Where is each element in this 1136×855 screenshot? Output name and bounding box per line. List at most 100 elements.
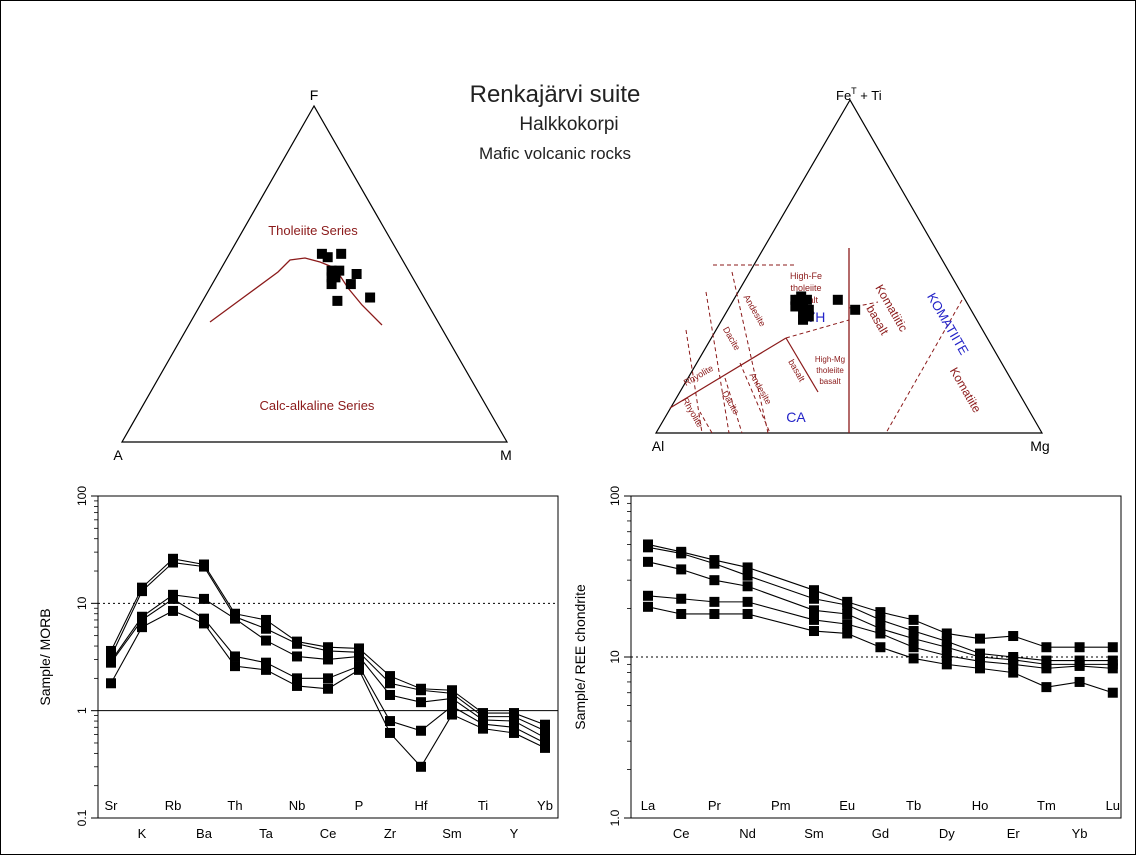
ree-diagram: Sample/ REE chondrite 1.0 10 100 La Pr Pm Eu T… <box>572 486 1122 841</box>
jensen-high-fe-line1: High-Fe <box>790 271 822 281</box>
morb-xlabel-Yb: Yb <box>537 798 553 813</box>
afm-point-9 <box>351 269 362 279</box>
ree-point-2-4 <box>742 570 753 581</box>
jensen-komatiite-field-label: KOMATIITE <box>924 290 972 358</box>
morb-point-3-8 <box>323 654 333 665</box>
ree-point-3-4 <box>742 581 753 592</box>
morb-point-5-12 <box>447 709 457 720</box>
morb-ytick-label: 1 <box>75 707 89 714</box>
jensen-high-mg-line2: tholeiite <box>816 366 844 375</box>
ree-point-4-7 <box>875 628 886 639</box>
morb-ylabel: Sample/ MORB <box>37 608 53 705</box>
morb-xlabel-K: K <box>138 826 147 841</box>
ree-ytick-label: 100 <box>608 486 622 506</box>
morb-point-3-9 <box>354 651 364 662</box>
jensen-point-11 <box>832 294 843 305</box>
ree-point-2-2 <box>676 548 687 559</box>
ree-point-4-6 <box>842 619 853 630</box>
morb-point-3-15 <box>540 732 550 743</box>
afm-point-1 <box>316 248 327 259</box>
ree-xlabel-Gd: Gd <box>872 826 889 841</box>
morb-point-4-8 <box>323 673 333 684</box>
morb-y-ticks: 0.1 1 10 100 <box>75 486 98 826</box>
jensen-dacite-ca: Dacite <box>720 389 741 416</box>
ree-point-5-6 <box>842 628 853 639</box>
morb-point-4-11 <box>416 725 426 736</box>
ree-point-2-5 <box>809 593 819 604</box>
morb-point-2-7 <box>292 638 302 649</box>
afm-boundary-curve <box>209 257 383 326</box>
jensen-diagram: FeT + Ti Al Mg High-Fe tholeiite basalt … <box>652 86 1050 454</box>
ree-point-3-5 <box>809 605 819 616</box>
jensen-rhyolite-ca: Rhyolite <box>680 396 705 429</box>
ree-ylabel: Sample/ REE chondrite <box>572 584 588 730</box>
ree-xlabel-Ho: Ho <box>972 798 989 813</box>
ree-point-3-1 <box>643 556 653 567</box>
ree-ytick-label: 10 <box>608 650 622 664</box>
morb-point-4-1 <box>106 657 116 668</box>
ree-xlabel-La: La <box>641 798 656 813</box>
ree-point-4-5 <box>809 614 819 625</box>
ree-point-1-14 <box>1107 642 1118 653</box>
morb-xlabel-Th: Th <box>227 798 242 813</box>
jensen-point-3 <box>796 291 807 302</box>
ree-series-line-1 <box>647 543 1113 648</box>
ree-point-1-8 <box>908 614 919 625</box>
ree-point-2-1 <box>643 542 653 553</box>
morb-point-5-3 <box>168 605 178 616</box>
ree-point-5-12 <box>1041 682 1052 693</box>
ree-point-1-10 <box>975 633 985 644</box>
morb-point-2-2 <box>137 586 147 597</box>
ree-series-line-2 <box>647 546 1113 662</box>
jensen-point-7 <box>803 304 814 315</box>
morb-plot-frame <box>97 495 559 819</box>
ree-point-1-9 <box>941 628 952 639</box>
ree-point-2-7 <box>875 614 886 625</box>
morb-point-1-1 <box>106 645 116 656</box>
jensen-dashed-fields <box>685 264 963 434</box>
morb-point-2-3 <box>168 557 178 568</box>
jensen-point-8 <box>801 294 812 305</box>
morb-point-5-14 <box>509 727 519 738</box>
ree-point-4-10 <box>975 656 985 667</box>
morb-xlabel-Nb: Nb <box>289 798 306 813</box>
ree-point-3-6 <box>842 608 853 619</box>
morb-xlabel-Ta: Ta <box>259 826 274 841</box>
jensen-dacite-th: Dacite <box>721 325 742 352</box>
jensen-andesite-ca: Andesite <box>748 371 774 406</box>
ree-xlabel-Tb: Tb <box>906 798 921 813</box>
ree-xlabel-Er: Er <box>1007 826 1021 841</box>
morb-series <box>106 553 550 772</box>
morb-point-3-5 <box>230 613 240 624</box>
afm-triangle <box>120 104 509 443</box>
morb-point-2-6 <box>261 623 271 634</box>
ree-point-1-13 <box>1074 642 1085 653</box>
ree-point-5-3 <box>709 608 720 619</box>
jensen-basalt-label: basalt <box>786 358 807 384</box>
morb-xlabel-Y: Y <box>510 826 519 841</box>
afm-point-3 <box>336 248 347 259</box>
morb-point-5-1 <box>106 678 116 689</box>
afm-calc-label: Calc-alkaline Series <box>260 398 375 413</box>
morb-xlabel-Ce: Ce <box>320 826 337 841</box>
ree-point-5-2 <box>676 608 687 619</box>
ree-xlabel-Tm: Tm <box>1037 798 1056 813</box>
ree-x-labels: La Pr Pm Eu Tb Ho Tm Lu Ce Nd Sm Gd Dy Er Yb <box>641 798 1120 841</box>
afm-apex-f: F <box>310 87 319 103</box>
ree-xlabel-Pm: Pm <box>771 798 791 813</box>
jensen-data-points <box>790 291 861 325</box>
ree-point-1-4 <box>742 562 753 573</box>
ree-point-5-9 <box>941 659 952 670</box>
ree-point-5-1 <box>643 601 653 612</box>
morb-point-5-9 <box>354 664 364 675</box>
morb-point-5-7 <box>292 680 302 691</box>
ree-xlabel-Lu: Lu <box>1106 798 1120 813</box>
afm-point-2 <box>322 252 333 263</box>
jensen-point-10 <box>803 311 814 322</box>
jensen-point-12 <box>850 304 861 315</box>
morb-point-3-4 <box>199 593 209 604</box>
ree-point-4-12 <box>1041 663 1052 674</box>
morb-xlabel-Sm: Sm <box>442 826 462 841</box>
jensen-apex-mg: Mg <box>1030 438 1049 454</box>
afm-apex-m: M <box>500 447 512 463</box>
